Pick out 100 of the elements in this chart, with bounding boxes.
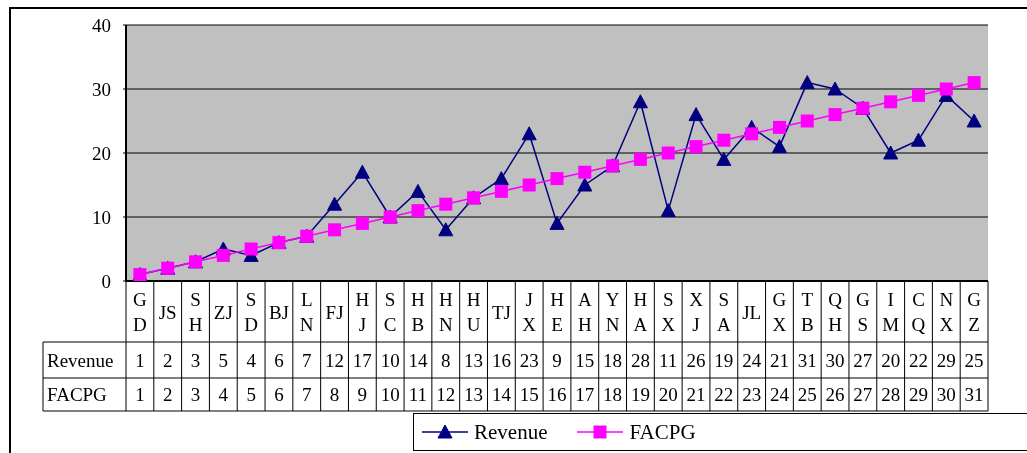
data-label: 26 <box>686 349 706 371</box>
data-label: 13 <box>464 349 484 371</box>
legend-label: Revenue <box>474 419 548 445</box>
data-label: 26 <box>825 384 845 406</box>
point <box>967 76 981 90</box>
data-label: 3 <box>190 349 201 371</box>
point <box>716 151 732 166</box>
x-tick-label: JL <box>742 301 762 323</box>
data-label: 22 <box>908 349 928 371</box>
x-tick-label: JX <box>522 289 537 336</box>
x-tick-label: SH <box>188 289 203 336</box>
data-label: 12 <box>436 384 456 406</box>
x-tick-label: GX <box>772 289 787 336</box>
data-label: 15 <box>519 384 539 406</box>
data-label: 17 <box>352 349 372 371</box>
data-label: 30 <box>936 384 956 406</box>
data-label: 17 <box>575 384 595 406</box>
data-label: 5 <box>218 349 229 371</box>
data-label: 25 <box>964 349 984 371</box>
point <box>966 113 982 128</box>
point <box>717 133 731 147</box>
x-tick-label: SX <box>661 289 676 336</box>
point <box>745 127 759 141</box>
data-label: 22 <box>714 384 734 406</box>
point <box>244 242 258 256</box>
data-label: 30 <box>825 349 845 371</box>
data-label: 27 <box>853 384 873 406</box>
point <box>327 196 343 211</box>
x-tick-label: YN <box>605 289 620 336</box>
x-tick-label: BJ <box>268 301 289 323</box>
point <box>216 248 230 262</box>
data-label: 24 <box>742 349 762 371</box>
data-label: 31 <box>964 384 984 406</box>
point <box>549 215 565 230</box>
y-tick-label: 40 <box>92 14 111 36</box>
point <box>354 164 370 179</box>
data-label: 27 <box>853 349 873 371</box>
x-tick-label: GD <box>133 289 148 336</box>
x-tick-label: ZJ <box>213 301 233 323</box>
x-tick-label: TJ <box>491 301 511 323</box>
x-tick-label: NX <box>939 289 954 336</box>
y-tick-label: 0 <box>101 270 111 292</box>
point <box>800 114 814 128</box>
data-label: 7 <box>301 384 312 406</box>
data-label: 24 <box>769 384 790 406</box>
data-label: 20 <box>658 384 678 406</box>
point <box>632 94 648 109</box>
point <box>661 146 675 160</box>
x-tick-label: AH <box>577 289 592 336</box>
data-label: 15 <box>575 349 595 371</box>
point <box>911 88 925 102</box>
data-label: 1 <box>135 384 145 406</box>
data-label: 21 <box>769 349 789 371</box>
point <box>438 222 454 237</box>
x-tick-label: HJ <box>355 289 370 336</box>
point <box>521 126 537 141</box>
data-label: 19 <box>630 384 650 406</box>
y-tick-label: 10 <box>92 206 111 228</box>
point <box>828 108 842 122</box>
data-label: 3 <box>190 384 201 406</box>
point <box>827 81 843 96</box>
x-tick-label: XJ <box>689 289 704 336</box>
x-tick-label: SC <box>383 289 397 336</box>
data-label: 6 <box>274 349 284 371</box>
point <box>910 132 926 147</box>
data-label: 2 <box>162 384 173 406</box>
data-label: 9 <box>357 384 368 406</box>
x-tick-label: HB <box>411 289 426 336</box>
x-tick-label: CQ <box>911 289 926 336</box>
data-label: 6 <box>274 384 284 406</box>
text: FACPG <box>47 384 107 406</box>
data-label: 8 <box>329 384 340 406</box>
data-label: 1 <box>135 349 145 371</box>
data-label: 10 <box>380 384 400 406</box>
x-tick-label: QH <box>828 289 843 336</box>
data-label: 11 <box>408 384 428 406</box>
data-label: 23 <box>519 349 539 371</box>
data-label: 20 <box>881 349 901 371</box>
point <box>633 152 647 166</box>
x-tick-label: JS <box>158 301 177 323</box>
point <box>883 145 899 160</box>
point <box>771 139 787 154</box>
x-tick-label: HE <box>550 289 565 336</box>
data-label: 18 <box>603 384 623 406</box>
x-tick-label: SD <box>244 289 258 336</box>
data-label: 28 <box>630 349 650 371</box>
data-label: 16 <box>547 384 567 406</box>
point <box>578 165 592 179</box>
point <box>439 197 453 211</box>
data-label: 19 <box>714 349 734 371</box>
point <box>772 120 786 134</box>
point <box>493 171 509 186</box>
x-tick-label: TB <box>800 289 814 336</box>
x-tick-label: GZ <box>967 289 982 336</box>
point <box>411 204 425 218</box>
text: Revenue <box>47 349 114 371</box>
x-tick-label: SA <box>716 289 731 336</box>
x-tick-label: FJ <box>325 301 344 323</box>
x-tick-label: HU <box>466 289 481 336</box>
data-label: 4 <box>218 384 229 406</box>
